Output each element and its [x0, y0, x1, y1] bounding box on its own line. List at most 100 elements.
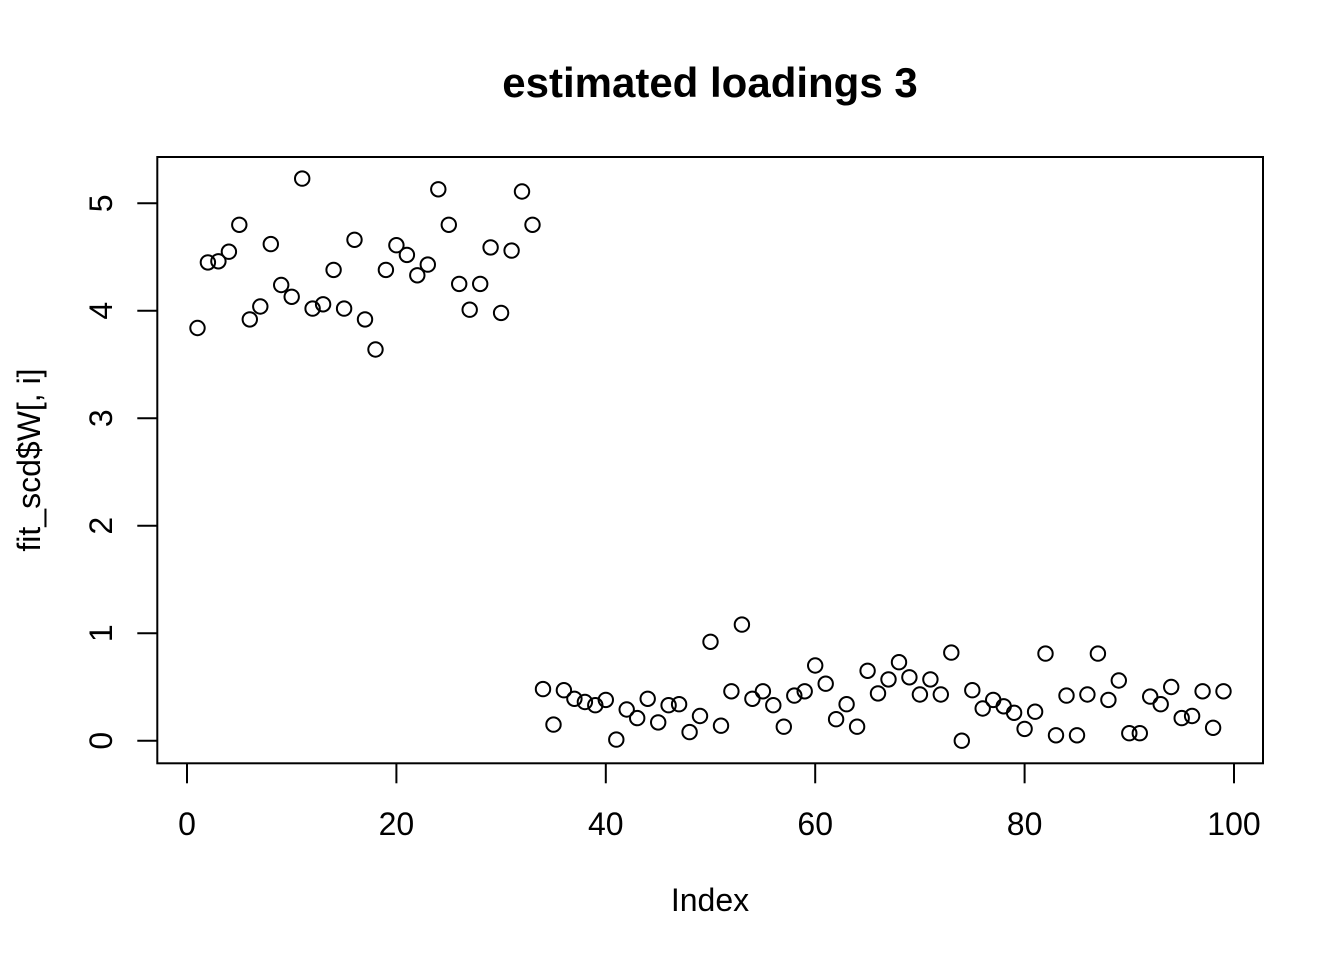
data-point: [786, 687, 803, 704]
x-tick-label: 80: [1007, 806, 1043, 842]
data-point: [859, 662, 876, 679]
data-point: [273, 276, 290, 294]
data-point: [639, 690, 656, 707]
data-point: [702, 633, 719, 650]
data-point: [377, 261, 395, 279]
data-point: [304, 300, 321, 317]
y-tick-label: 0: [83, 732, 119, 750]
data-point: [744, 690, 761, 707]
y-axis-label: fit_scd$W[, i]: [11, 368, 47, 551]
data-point: [534, 680, 552, 698]
data-point: [1089, 645, 1107, 662]
x-axis-tick-labels: 0 20 40 60 80 100: [178, 806, 1261, 842]
chart-title: estimated loadings 3: [502, 59, 917, 106]
data-point: [325, 261, 342, 279]
data-point: [691, 707, 709, 725]
data-point: [346, 231, 363, 249]
data-point: [1142, 688, 1159, 705]
data-point: [199, 254, 217, 271]
data-point: [848, 718, 866, 735]
data-point: [1100, 691, 1117, 709]
data-point: [335, 300, 353, 317]
data-point: [953, 732, 970, 749]
data-point: [461, 301, 478, 318]
data-point: [1026, 703, 1044, 720]
data-point: [545, 716, 562, 733]
data-point: [472, 275, 489, 293]
data-point: [880, 671, 897, 688]
data-point: [555, 682, 573, 699]
data-point: [618, 701, 635, 718]
data-point: [650, 714, 667, 731]
data-point: [388, 237, 405, 254]
y-axis-tick-labels: 0 1 2 3 4 5: [83, 194, 119, 749]
data-point: [1058, 687, 1075, 704]
data-point: [262, 235, 279, 253]
data-point: [1005, 704, 1023, 721]
data-point: [1110, 672, 1128, 689]
y-tick-label: 2: [83, 517, 119, 535]
data-point: [922, 671, 939, 688]
data-point: [210, 253, 227, 270]
data-point: [733, 616, 751, 633]
data-point: [492, 304, 510, 322]
data-point: [1194, 683, 1211, 700]
data-point: [1163, 678, 1180, 696]
data-point: [189, 319, 206, 337]
data-point: [869, 685, 887, 702]
data-point: [1121, 725, 1138, 742]
data-point: [1037, 645, 1054, 662]
data-point: [629, 709, 646, 727]
data-point: [597, 691, 614, 709]
data-point: [1183, 707, 1201, 725]
data-point: [398, 246, 416, 264]
data-point: [901, 669, 918, 686]
data-point: [367, 341, 384, 358]
data-point: [419, 256, 436, 273]
x-tick-label: 60: [797, 806, 833, 842]
data-point: [231, 216, 248, 234]
x-tick-label: 20: [379, 806, 415, 842]
data-point: [430, 181, 447, 198]
y-tick-label: 1: [83, 624, 119, 642]
data-point: [817, 675, 834, 692]
data-point: [513, 183, 531, 200]
data-point: [1215, 683, 1232, 700]
x-axis-ticks: [186, 763, 1235, 784]
data-point: [1047, 727, 1065, 744]
data-point: [723, 683, 740, 700]
data-point: [294, 170, 311, 187]
data-points-group: [189, 170, 1232, 749]
data-point: [964, 682, 981, 699]
data-point: [796, 683, 813, 700]
data-point: [1016, 720, 1033, 738]
data-point: [807, 657, 824, 674]
y-tick-label: 4: [83, 302, 119, 320]
data-point: [451, 275, 468, 293]
data-point: [890, 654, 908, 671]
data-point: [241, 311, 259, 328]
y-axis-ticks: [137, 202, 158, 742]
data-point: [608, 731, 625, 748]
plot-box: [156, 156, 1264, 765]
data-point: [1079, 686, 1096, 703]
x-tick-label: 40: [588, 806, 624, 842]
data-point: [482, 239, 499, 256]
data-point: [995, 698, 1012, 715]
data-point: [356, 311, 374, 328]
data-point: [566, 690, 583, 707]
x-tick-label: 0: [178, 806, 196, 842]
y-tick-label: 3: [83, 409, 119, 427]
data-point: [754, 683, 772, 700]
data-point: [576, 693, 594, 711]
data-point: [1173, 709, 1190, 727]
data-point: [765, 697, 782, 714]
data-point: [838, 696, 855, 713]
data-point: [440, 216, 457, 234]
data-point: [524, 216, 541, 234]
data-point: [503, 242, 520, 259]
data-point: [1131, 725, 1149, 742]
data-point: [932, 686, 949, 703]
